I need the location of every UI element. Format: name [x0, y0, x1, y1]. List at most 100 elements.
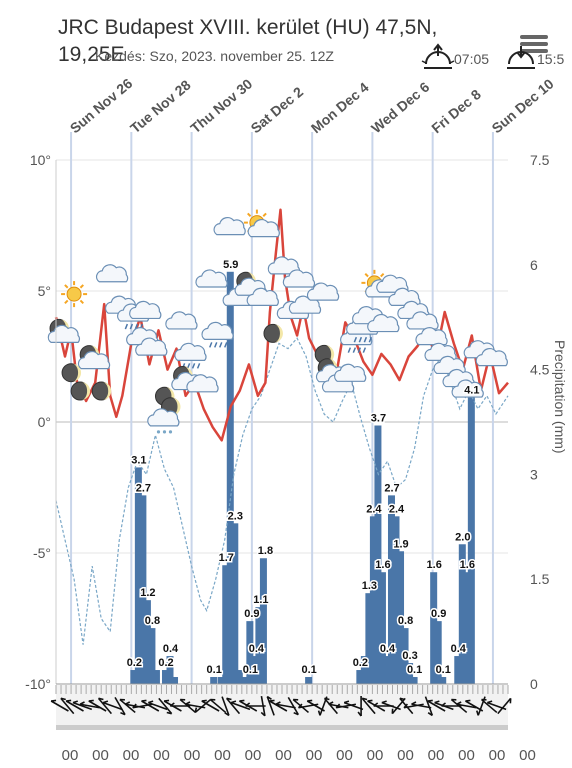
precip-bar	[246, 621, 254, 684]
raindrop	[191, 363, 196, 369]
precip-data-label: 1.8	[258, 545, 273, 557]
cloud-icon	[475, 348, 508, 367]
cloud-icon	[367, 313, 400, 333]
wind-arrow	[119, 698, 136, 714]
cloud-icon	[376, 274, 409, 293]
wind-arrow	[148, 701, 168, 711]
wind-arrow	[323, 697, 339, 715]
precip-bar	[369, 516, 377, 684]
precip-data-label: 0.1	[301, 664, 316, 676]
precip-data-label: 5.9	[223, 259, 238, 271]
y-left-tick-label: 5°	[38, 283, 51, 299]
cloud-icon	[267, 256, 300, 275]
wind-arrow-head	[194, 707, 198, 713]
wind-arrow-head	[132, 703, 137, 709]
hour-label: 00	[367, 747, 384, 764]
precip-bar	[143, 600, 151, 684]
y-right-tick-label: 4.5	[530, 362, 550, 378]
day-label: Fri Dec 8	[428, 86, 484, 136]
precip-data-label: 1.2	[140, 587, 155, 599]
day-label: Sun Dec 10	[489, 75, 557, 136]
wind-arrow-head	[335, 703, 341, 709]
weather-icons	[47, 209, 508, 434]
wind-arrow	[79, 703, 100, 709]
precip-bar	[259, 558, 267, 684]
cloud-shape	[129, 300, 162, 320]
precip-data-label: 2.4	[389, 503, 405, 515]
wind-arrow-head	[166, 711, 172, 715]
precip-bar	[410, 677, 418, 684]
precip-data-label: 0.8	[398, 615, 413, 627]
cloud-shape	[247, 219, 280, 238]
cloud-icon	[334, 363, 367, 382]
precip-bar	[467, 397, 475, 684]
precip-bar	[250, 656, 258, 684]
hour-label: 00	[92, 747, 109, 764]
wind-arrow	[424, 696, 434, 716]
wind-arrow-head	[434, 700, 440, 704]
precip-bar	[360, 656, 368, 684]
wind-strip-bottom	[56, 725, 508, 730]
wind-arrow-head	[245, 702, 251, 707]
cloud-shape	[186, 374, 219, 393]
wind-strip	[50, 685, 512, 730]
precip-data-label: 0.2	[353, 657, 368, 669]
precip-bar	[161, 670, 169, 684]
wind-arrow-head	[441, 702, 446, 707]
precip-bar	[406, 663, 414, 684]
raindrop	[186, 363, 191, 369]
precip-bar	[171, 677, 179, 684]
precip-bar	[454, 656, 462, 684]
wind-arrow-head	[367, 699, 373, 702]
sun-ray	[247, 212, 252, 217]
precip-bar	[434, 621, 442, 684]
precip-bar	[139, 495, 147, 684]
wind-arrow-head	[343, 700, 350, 704]
snowflake	[162, 430, 167, 434]
cloud-icon	[246, 287, 279, 306]
raindrop	[358, 336, 363, 343]
wind-arrow-head	[476, 710, 479, 716]
cloud-icon	[406, 311, 439, 330]
hour-label: 00	[214, 747, 231, 764]
wind-arrow-head	[169, 702, 175, 707]
wind-arrow-head	[456, 701, 462, 705]
moon-cloud-icon	[47, 318, 80, 343]
wind-arrow-head	[224, 711, 230, 717]
cloud-shape	[451, 379, 484, 398]
precipitation-bars	[130, 271, 475, 684]
forecast-start-text: Kezdés: Szo, 2023. november 25. 12Z	[95, 48, 334, 64]
wind-arrow	[201, 700, 220, 712]
cloud-icon	[135, 337, 168, 356]
page-title: JRC Budapest XVIII. kerület (HU) 47,5N, …	[58, 16, 438, 66]
wind-arrow	[275, 703, 296, 709]
start-label: Kezdés: Szo, 2023. november 25. 12Z	[95, 48, 334, 64]
y-left-tick-label: 0°	[38, 414, 51, 430]
wind-arrow	[141, 700, 160, 712]
cloud-shape	[306, 282, 340, 301]
sunrise-time: 07:05	[454, 51, 489, 67]
precip-data-label: 1.3	[362, 580, 377, 592]
cloud-shape	[367, 313, 400, 333]
precip-data-label: 0.1	[407, 664, 422, 676]
hour-label: 00	[123, 747, 140, 764]
wind-arrow-head	[102, 700, 109, 704]
precip-data-label: 2.4	[366, 503, 382, 515]
hour-label: 00	[245, 747, 262, 764]
y-right-tick-label: 3	[530, 466, 538, 482]
wind-arrow-head	[427, 711, 433, 717]
wind-arrow-head	[293, 711, 299, 716]
precip-data-label: 3.1	[131, 454, 146, 466]
wind-arrow-head	[465, 699, 471, 702]
temperature-line	[54, 208, 509, 442]
precip-bar	[365, 593, 373, 684]
day-label: Sun Nov 26	[67, 75, 136, 136]
precip-bar	[383, 656, 391, 684]
wind-arrow-head	[297, 703, 303, 709]
sunset-time: 15:5	[537, 51, 564, 67]
wind-arrow-head	[141, 699, 147, 702]
raindrop	[362, 347, 367, 353]
hamburger-menu-icon[interactable]	[520, 32, 548, 56]
wind-arrow	[450, 698, 468, 714]
